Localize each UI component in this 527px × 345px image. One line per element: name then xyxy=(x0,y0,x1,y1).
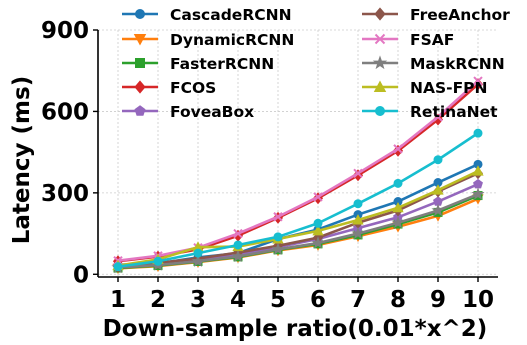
data-point xyxy=(392,201,404,213)
x-tick-label: 8 xyxy=(390,287,406,313)
data-point xyxy=(273,212,283,222)
x-tick-label: 7 xyxy=(350,287,366,313)
legend-marker xyxy=(373,80,387,92)
legend-item: RetinaNet xyxy=(362,103,498,121)
legend-item: FoveaBox xyxy=(122,103,254,121)
legend-label: CascadeRCNN xyxy=(170,6,292,24)
y-tick-label: 300 xyxy=(41,181,89,207)
legend-label: FCOS xyxy=(170,79,216,97)
data-point xyxy=(433,155,443,165)
legend-marker xyxy=(133,34,147,46)
data-point xyxy=(233,228,243,239)
x-tick-label: 2 xyxy=(150,287,166,313)
legend-label: FasterRCNN xyxy=(170,55,274,73)
data-point xyxy=(311,236,325,249)
data-point xyxy=(193,248,203,258)
data-point xyxy=(393,144,403,154)
series-line xyxy=(117,169,479,267)
legend-marker xyxy=(375,106,385,116)
x-tick-label: 1 xyxy=(110,287,126,313)
data-point xyxy=(393,178,403,188)
legend-item: NAS-FPN xyxy=(362,79,488,97)
data-point xyxy=(392,144,404,157)
legend: CascadeRCNN DynamicRCNN FasterRCNN FCOS Fove… xyxy=(122,6,510,121)
x-tick-label: 3 xyxy=(190,287,206,313)
legend-marker xyxy=(135,58,145,68)
legend-marker xyxy=(374,7,386,21)
data-point xyxy=(431,203,445,217)
series-line xyxy=(117,172,479,268)
data-point xyxy=(233,240,243,250)
legend-item: FasterRCNN xyxy=(122,55,274,73)
legend-marker xyxy=(134,80,146,94)
series-line xyxy=(117,80,479,263)
data-point xyxy=(273,232,283,242)
data-point xyxy=(353,199,363,209)
legend-label: FSAF xyxy=(410,31,454,49)
legend-label: RetinaNet xyxy=(410,103,498,121)
data-point xyxy=(473,128,483,138)
legend-marker xyxy=(372,55,388,70)
data-point xyxy=(153,256,163,266)
legend-label: FoveaBox xyxy=(170,103,254,121)
data-point xyxy=(351,226,365,240)
data-point xyxy=(271,242,285,255)
legend-marker xyxy=(374,33,386,45)
axes xyxy=(97,30,498,278)
x-axis-title: Down-sample ratio(0.01*x^2) xyxy=(103,316,488,342)
x-tick-label: 5 xyxy=(270,287,286,313)
data-point xyxy=(352,214,364,225)
data-point xyxy=(191,254,205,267)
axis-ticks: 1 2 3 4 5 6 7 8 9 10 0 300 600 900 xyxy=(41,18,494,313)
legend-label: DynamicRCNN xyxy=(170,31,294,49)
legend-item: FSAF xyxy=(362,31,454,49)
data-point xyxy=(312,225,324,236)
legend-item: FCOS xyxy=(122,79,216,97)
y-axis-title: Latency (ms) xyxy=(9,76,35,244)
series-line xyxy=(117,132,479,268)
data-point xyxy=(313,192,323,202)
data-point xyxy=(352,169,364,182)
legend-label: NAS-FPN xyxy=(410,79,488,97)
legend-marker xyxy=(135,9,145,19)
data-point xyxy=(473,178,483,189)
series-lines xyxy=(111,76,485,275)
legend-item: DynamicRCNN xyxy=(122,31,294,49)
legend-label: FreeAnchor xyxy=(410,6,510,24)
legend-label: MaskRCNN xyxy=(410,55,505,73)
y-tick-label: 900 xyxy=(41,18,89,44)
x-tick-label: 4 xyxy=(230,287,246,313)
legend-item: CascadeRCNN xyxy=(122,6,292,24)
x-tick-label: 10 xyxy=(462,287,494,313)
x-tick-label: 9 xyxy=(430,287,446,313)
series-line xyxy=(117,193,479,269)
y-tick-label: 600 xyxy=(41,99,89,125)
data-point xyxy=(353,168,363,179)
data-point xyxy=(433,112,443,122)
data-point xyxy=(391,215,405,229)
legend-item: MaskRCNN xyxy=(362,55,505,73)
data-point xyxy=(472,165,484,176)
data-point xyxy=(313,218,323,228)
series-retinanet xyxy=(113,128,483,272)
legend-item: FreeAnchor xyxy=(362,6,510,24)
data-point xyxy=(471,187,485,200)
data-point xyxy=(473,76,483,86)
data-point xyxy=(432,184,444,195)
x-tick-label: 6 xyxy=(310,287,326,313)
data-point xyxy=(113,262,123,272)
y-tick-label: 0 xyxy=(73,262,89,288)
legend-marker xyxy=(134,105,146,116)
data-point xyxy=(231,249,245,262)
